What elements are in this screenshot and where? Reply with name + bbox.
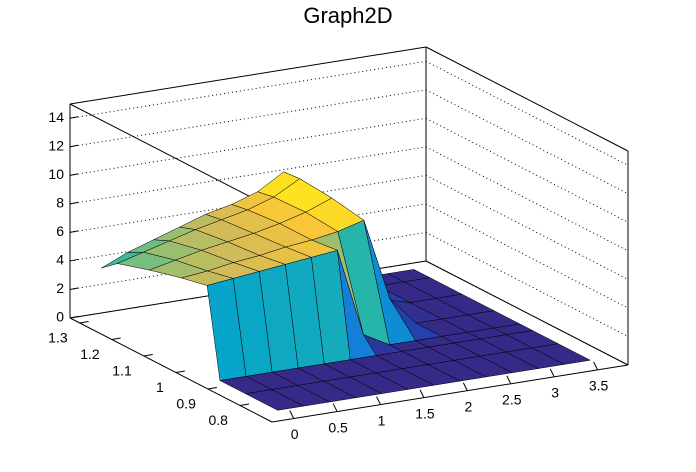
- x-tick: [506, 375, 512, 384]
- frame-edge: [425, 260, 629, 366]
- y-tick: [79, 320, 89, 324]
- grid-line: [69, 89, 427, 148]
- x-tick: [462, 382, 468, 391]
- x-tick-label: 2.5: [502, 391, 522, 407]
- x-tick: [332, 403, 338, 412]
- z-tick: [69, 144, 79, 148]
- y-tick-label: 1.1: [112, 363, 132, 379]
- frame-edge: [69, 103, 273, 209]
- z-tick-label: 0: [56, 309, 64, 325]
- z-tick: [69, 230, 79, 233]
- z-tick-label: 6: [56, 223, 64, 239]
- frame-edge: [69, 46, 427, 105]
- x-tick-label: 1.5: [415, 405, 435, 421]
- y-tick: [207, 386, 217, 390]
- z-tick-label: 2: [56, 280, 64, 296]
- z-tick: [69, 173, 79, 176]
- z-tick-label: 8: [56, 195, 64, 211]
- x-tick-label: 0: [291, 426, 299, 442]
- x-tick: [376, 396, 381, 405]
- grid-line: [69, 117, 427, 176]
- y-tick-label: 1.2: [80, 346, 100, 362]
- y-tick-label: 1: [156, 379, 164, 395]
- x-tick: [549, 368, 555, 378]
- y-tick-label: 0.9: [176, 396, 196, 412]
- y-axis: [69, 317, 273, 423]
- x-tick: [419, 389, 425, 398]
- x-tick: [289, 410, 295, 419]
- z-tick: [69, 287, 79, 290]
- chart-title: Graph2D: [303, 3, 392, 28]
- y-tick: [239, 403, 250, 406]
- x-tick-label: 3: [551, 385, 559, 401]
- z-tick: [69, 116, 79, 119]
- x-tick-label: 0.5: [328, 419, 348, 435]
- x-tick-label: 3.5: [589, 378, 609, 394]
- y-tick-label: 1.3: [48, 330, 68, 346]
- surface-cell: [244, 389, 305, 411]
- y-tick: [111, 337, 121, 340]
- grid-line: [69, 60, 427, 119]
- grid-line: [69, 146, 427, 205]
- x-tick-label: 2: [464, 398, 472, 414]
- x-tick-label: 1: [378, 412, 386, 428]
- z-tick-label: 12: [48, 138, 64, 154]
- z-tick-label: 10: [48, 166, 64, 182]
- z-tick: [69, 258, 79, 262]
- y-tick: [175, 370, 185, 373]
- y-tick-label: 0.8: [208, 412, 228, 428]
- frame-edge: [425, 46, 629, 152]
- x-axis: [271, 364, 629, 423]
- z-tick: [69, 316, 79, 319]
- z-tick: [69, 201, 79, 205]
- z-tick-label: 4: [56, 252, 64, 268]
- z-tick-label: 14: [48, 109, 64, 125]
- x-tick: [593, 361, 599, 371]
- y-tick: [143, 353, 153, 357]
